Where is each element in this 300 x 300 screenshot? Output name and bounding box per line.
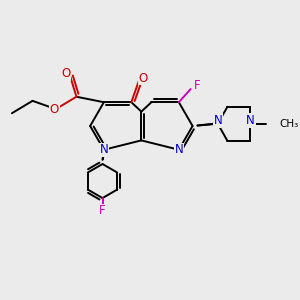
Text: O: O: [61, 67, 70, 80]
Text: O: O: [50, 103, 59, 116]
Text: CH₃: CH₃: [279, 119, 298, 129]
Text: F: F: [99, 204, 106, 218]
Text: N: N: [213, 114, 222, 127]
Text: F: F: [194, 79, 200, 92]
Text: N: N: [246, 114, 255, 127]
Text: N: N: [175, 143, 183, 156]
Text: O: O: [139, 72, 148, 85]
Text: N: N: [100, 143, 108, 156]
